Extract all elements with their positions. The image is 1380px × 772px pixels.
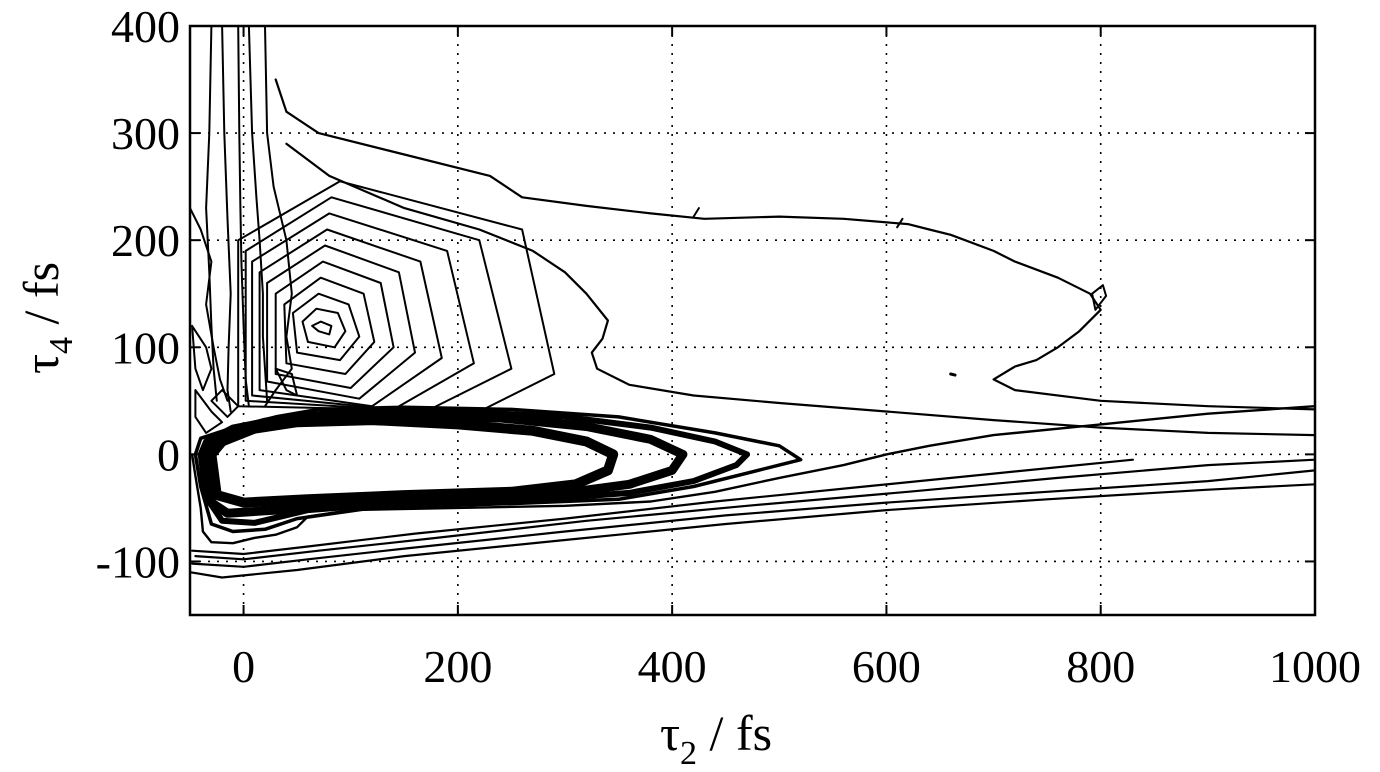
contour-line [274,367,299,397]
contour-line [311,320,333,336]
contour-line [266,244,416,400]
y-tick-labels: -100 0 100 200 300 400 [96,1,180,587]
contour-line [291,292,361,362]
contour-lines [188,25,1317,579]
grid-lines [190,26,1315,615]
contour-line [285,142,1317,437]
plot-frame [188,24,1317,617]
axis-ticks [190,25,1316,615]
contour-line [194,458,1317,561]
y-axis-label: τ4 / fs [13,262,80,374]
contour-line [896,217,904,229]
x-tick-label: 400 [638,641,707,692]
x-tick-label: 200 [423,641,492,692]
contour-line [194,389,224,434]
x-tick-label: 600 [852,641,921,692]
contour-line [210,389,240,418]
y-axis-unit: / fs [13,262,69,337]
x-axis-symbol: τ [660,705,680,761]
contour-line [264,25,293,408]
contour-line [247,25,269,402]
x-tick-label: 1000 [1269,641,1361,692]
x-axis-unit: / fs [697,705,772,761]
y-tick-label: 400 [111,1,180,52]
y-tick-label: 100 [111,322,180,373]
x-tick-label: 0 [232,641,255,692]
contour-line [191,458,1134,556]
contour-line [191,469,1317,568]
y-tick-label: 300 [111,108,180,159]
contour-line [258,228,443,408]
contour-line [949,372,957,377]
x-axis-subscript: 2 [680,735,697,772]
y-tick-label: -100 [96,536,180,587]
contour-line [244,196,513,413]
contour-line [274,78,1317,411]
contour-line [221,25,232,413]
y-axis-symbol: τ [13,354,69,374]
contour-line [190,405,1317,545]
contour-line [301,307,347,349]
contour-line [191,324,213,392]
contour-line [1091,284,1108,311]
contour-line [237,25,250,408]
contour-line [692,207,700,218]
contour-line [237,180,556,413]
contour-line [206,415,619,508]
y-tick-label: 200 [111,215,180,266]
y-tick-label: 0 [157,429,180,480]
x-axis-label: τ2 / fs [660,705,772,772]
contour-line [189,207,229,402]
contour-line [283,276,376,375]
contour-line [274,260,395,389]
contour-line [205,25,218,402]
y-axis-subscript: 4 [43,337,80,354]
x-tick-label: 800 [1066,641,1135,692]
contour-line [188,483,1317,579]
x-tick-labels: 0 200 400 600 800 1000 [232,641,1361,692]
